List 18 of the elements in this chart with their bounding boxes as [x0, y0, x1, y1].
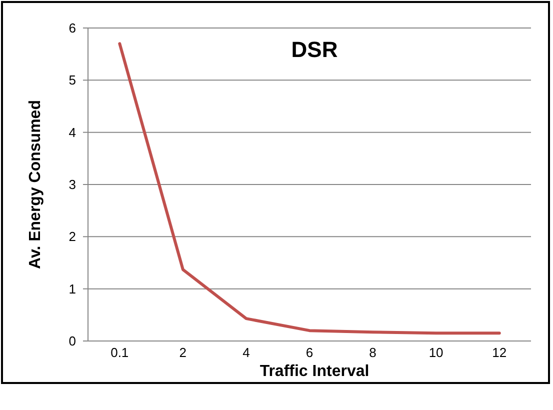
y-tick-label: 3 — [68, 177, 76, 192]
y-tick-label: 1 — [68, 281, 76, 296]
x-tick-label: 10 — [428, 345, 444, 360]
x-tick-label: 4 — [242, 345, 250, 360]
x-tick-label: 2 — [179, 345, 187, 360]
y-tick-label: 0 — [68, 334, 76, 349]
y-tick-label: 2 — [68, 229, 76, 244]
y-axis-title: Av. Energy Consumed — [27, 100, 44, 269]
line-series — [118, 42, 501, 335]
y-tick-label: 4 — [68, 124, 76, 140]
x-axis-title: Traffic Interval — [260, 363, 370, 380]
x-tick-label: 6 — [306, 345, 314, 360]
x-tick-label: 0.1 — [110, 345, 129, 360]
y-tick-label: 6 — [68, 20, 76, 36]
x-tick-label: 8 — [369, 345, 376, 360]
x-tick-label: 12 — [492, 345, 507, 360]
y-tick-label: 5 — [68, 72, 76, 88]
chart-title: DSR — [291, 37, 338, 62]
